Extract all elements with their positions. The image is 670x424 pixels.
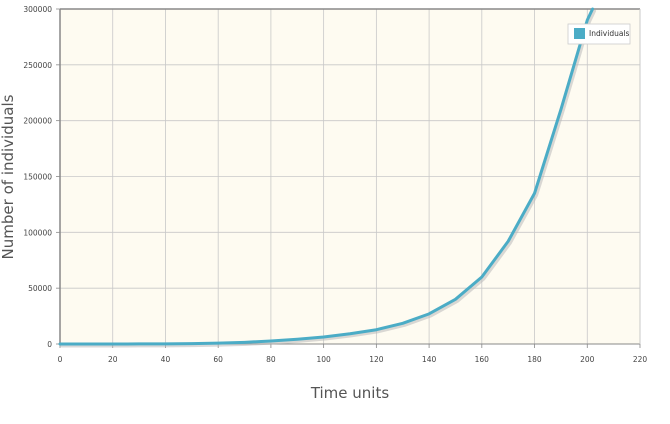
series-line-individuals bbox=[58, 7, 595, 346]
series-layer bbox=[58, 7, 597, 348]
x-tick-label: 40 bbox=[161, 355, 171, 364]
y-axis-title: Number of individuals bbox=[0, 94, 17, 259]
legend: Individuals bbox=[567, 23, 631, 45]
x-tick-label: 200 bbox=[580, 355, 595, 364]
x-tick-label: 160 bbox=[475, 355, 490, 364]
x-tick-label: 20 bbox=[108, 355, 118, 364]
x-tick-label: 180 bbox=[527, 355, 542, 364]
x-tick-label: 140 bbox=[422, 355, 437, 364]
y-tick-label: 150000 bbox=[23, 173, 52, 182]
x-tick-label: 100 bbox=[316, 355, 331, 364]
x-tick-label: 60 bbox=[213, 355, 223, 364]
y-tick-label: 300000 bbox=[23, 5, 52, 14]
legend-swatch bbox=[574, 28, 585, 39]
y-tick-label: 50000 bbox=[28, 284, 52, 293]
legend-label: Individuals bbox=[589, 29, 630, 38]
x-axis-title: Time units bbox=[310, 384, 390, 402]
y-tick-label: 250000 bbox=[23, 61, 52, 70]
x-tick-label: 80 bbox=[266, 355, 276, 364]
series-shadow bbox=[60, 9, 597, 348]
x-tick-label: 220 bbox=[633, 355, 648, 364]
y-tick-label: 0 bbox=[47, 340, 52, 349]
x-tick-label: 120 bbox=[369, 355, 384, 364]
y-tick-label: 200000 bbox=[23, 117, 52, 126]
x-tick-label: 0 bbox=[58, 355, 63, 364]
y-tick-label: 100000 bbox=[23, 228, 52, 237]
